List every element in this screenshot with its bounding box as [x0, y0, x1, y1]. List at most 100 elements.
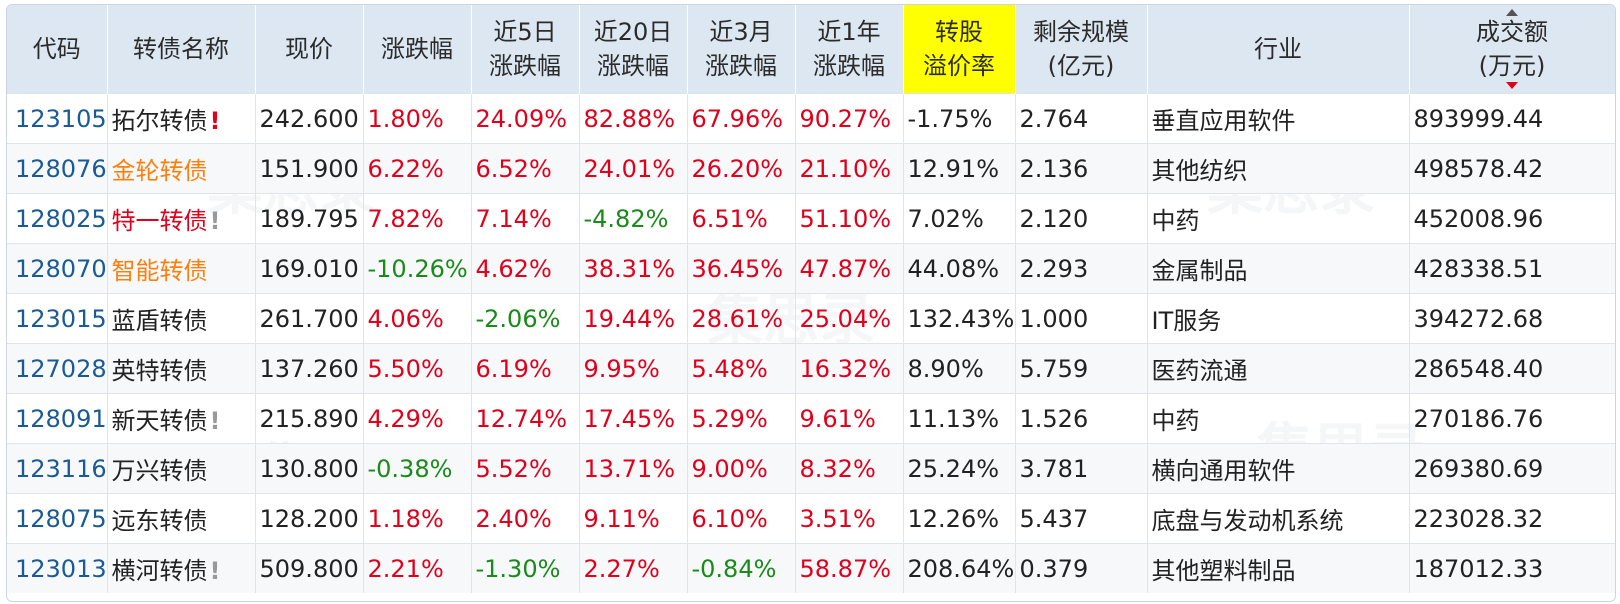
bond-name-cell[interactable]: 智能转债 [107, 243, 256, 294]
warning-icon[interactable]: ! [209, 107, 221, 135]
bond-code-link[interactable]: 127028 [7, 343, 108, 394]
bond-code-link[interactable]: 123015 [7, 293, 108, 344]
bond-name-cell[interactable]: 特一转债! [107, 193, 256, 244]
warning-icon[interactable]: ! [209, 407, 221, 435]
header-conversion-premium[interactable]: 转股 溢价率 [903, 5, 1016, 94]
change-1year-cell: 21.10% [795, 143, 904, 194]
remaining-scale-cell: 5.437 [1015, 493, 1148, 544]
change-3month-cell: 36.45% [687, 243, 796, 294]
header-change[interactable]: 涨跌幅 [363, 5, 472, 94]
price-cell: 189.795 [255, 193, 364, 244]
industry-cell: 医药流通 [1147, 343, 1410, 394]
bond-code-link[interactable]: 128091 [7, 393, 108, 444]
change-5day-cell: -2.06% [471, 293, 580, 344]
header-5day-change[interactable]: 近5日 涨跌幅 [471, 5, 580, 94]
table-row[interactable]: 128075 远东转债 128.200 1.18% 2.40% 9.11% 6.10% 3.5… [7, 493, 1615, 544]
change-20day-cell: 9.95% [579, 343, 688, 394]
bond-name[interactable]: 拓尔转债 [111, 107, 208, 135]
bond-name[interactable]: 横河转债 [111, 557, 208, 585]
remaining-scale-cell: 3.781 [1015, 443, 1148, 494]
bond-name-cell[interactable]: 英特转债 [107, 343, 256, 394]
conversion-premium-cell: 11.13% [903, 393, 1016, 444]
bond-name[interactable]: 蓝盾转债 [111, 307, 208, 335]
remaining-scale-cell: 2.293 [1015, 243, 1148, 294]
turnover-cell: 498578.42 [1409, 143, 1615, 194]
bond-code-link[interactable]: 128025 [7, 193, 108, 244]
change-1year-cell: 3.51% [795, 493, 904, 544]
bond-name-cell[interactable]: 新天转债! [107, 393, 256, 444]
change-3month-cell: 28.61% [687, 293, 796, 344]
bond-code-link[interactable]: 123013 [7, 543, 108, 593]
header-20day-change[interactable]: 近20日 涨跌幅 [579, 5, 688, 94]
change-5day-cell: 12.74% [471, 393, 580, 444]
table-row[interactable]: 123015 蓝盾转债 261.700 4.06% -2.06% 19.44% 28.61%… [7, 293, 1615, 344]
bond-name-cell[interactable]: 金轮转债 [107, 143, 256, 194]
bond-name-cell[interactable]: 横河转债! [107, 543, 256, 593]
conversion-premium-cell: 12.26% [903, 493, 1016, 544]
change-3month-cell: 26.20% [687, 143, 796, 194]
change-5day-cell: -1.30% [471, 543, 580, 593]
industry-cell: 金属制品 [1147, 243, 1410, 294]
bond-name-cell[interactable]: 万兴转债 [107, 443, 256, 494]
table-row[interactable]: 123105 拓尔转债! 242.600 1.80% 24.09% 82.88% 67.96… [7, 93, 1615, 144]
bond-name[interactable]: 金轮转债 [111, 157, 208, 185]
change-3month-cell: 5.29% [687, 393, 796, 444]
bond-code-link[interactable]: 123105 [7, 93, 108, 144]
header-code[interactable]: 代码 [7, 5, 108, 94]
bond-code-link[interactable]: 123116 [7, 443, 108, 494]
change-20day-cell: 2.27% [579, 543, 688, 593]
bond-name[interactable]: 智能转债 [111, 257, 208, 285]
change-cell: 2.21% [363, 543, 472, 593]
bond-name-cell[interactable]: 拓尔转债! [107, 93, 256, 144]
table-row[interactable]: 128025 特一转债! 189.795 7.82% 7.14% -4.82% 6.51% 5… [7, 193, 1615, 244]
price-cell: 128.200 [255, 493, 364, 544]
price-cell: 509.800 [255, 543, 364, 593]
warning-icon[interactable]: ! [209, 207, 221, 235]
bond-code-link[interactable]: 128076 [7, 143, 108, 194]
industry-cell: 其他塑料制品 [1147, 543, 1410, 593]
table-row[interactable]: 123116 万兴转债 130.800 -0.38% 5.52% 13.71% 9.00% 8… [7, 443, 1615, 494]
industry-cell: 底盘与发动机系统 [1147, 493, 1410, 544]
change-5day-cell: 24.09% [471, 93, 580, 144]
header-price[interactable]: 现价 [255, 5, 364, 94]
change-20day-cell: 24.01% [579, 143, 688, 194]
header-1year-change[interactable]: 近1年 涨跌幅 [795, 5, 904, 94]
header-industry[interactable]: 行业 [1147, 5, 1410, 94]
change-1year-cell: 8.32% [795, 443, 904, 494]
sort-ascending-icon[interactable] [1506, 9, 1518, 16]
industry-cell: 中药 [1147, 393, 1410, 444]
price-cell: 169.010 [255, 243, 364, 294]
sort-descending-icon[interactable] [1506, 82, 1518, 89]
conversion-premium-cell: -1.75% [903, 93, 1016, 144]
change-5day-cell: 4.62% [471, 243, 580, 294]
price-cell: 261.700 [255, 293, 364, 344]
table-row[interactable]: 127028 英特转债 137.260 5.50% 6.19% 9.95% 5.48% 16.… [7, 343, 1615, 394]
table-row[interactable]: 128091 新天转债! 215.890 4.29% 12.74% 17.45% 5.29%… [7, 393, 1615, 444]
change-5day-cell: 6.52% [471, 143, 580, 194]
conversion-premium-cell: 12.91% [903, 143, 1016, 194]
bond-name[interactable]: 万兴转债 [111, 457, 208, 485]
header-turnover[interactable]: 成交额 (万元) [1409, 5, 1615, 94]
header-remaining-scale[interactable]: 剩余规模 (亿元) [1015, 5, 1148, 94]
bond-name[interactable]: 英特转债 [111, 357, 208, 385]
change-20day-cell: 17.45% [579, 393, 688, 444]
header-name[interactable]: 转债名称 [107, 5, 256, 94]
bond-code-link[interactable]: 128075 [7, 493, 108, 544]
remaining-scale-cell: 1.000 [1015, 293, 1148, 344]
change-cell: 4.29% [363, 393, 472, 444]
turnover-cell: 286548.40 [1409, 343, 1615, 394]
bond-name-cell[interactable]: 蓝盾转债 [107, 293, 256, 344]
turnover-cell: 223028.32 [1409, 493, 1615, 544]
warning-icon[interactable]: ! [209, 557, 221, 585]
bond-name[interactable]: 新天转债 [111, 407, 208, 435]
bond-name[interactable]: 远东转债 [111, 507, 208, 535]
table-row[interactable]: 128070 智能转债 169.010 -10.26% 4.62% 38.31% 36.45… [7, 243, 1615, 294]
bond-code-link[interactable]: 128070 [7, 243, 108, 294]
conversion-premium-cell: 8.90% [903, 343, 1016, 394]
change-5day-cell: 6.19% [471, 343, 580, 394]
table-row[interactable]: 123013 横河转债! 509.800 2.21% -1.30% 2.27% -0.84%… [7, 543, 1615, 593]
header-3month-change[interactable]: 近3月 涨跌幅 [687, 5, 796, 94]
bond-name-cell[interactable]: 远东转债 [107, 493, 256, 544]
table-row[interactable]: 128076 金轮转债 151.900 6.22% 6.52% 24.01% 26.20% 2… [7, 143, 1615, 194]
bond-name[interactable]: 特一转债 [111, 207, 208, 235]
